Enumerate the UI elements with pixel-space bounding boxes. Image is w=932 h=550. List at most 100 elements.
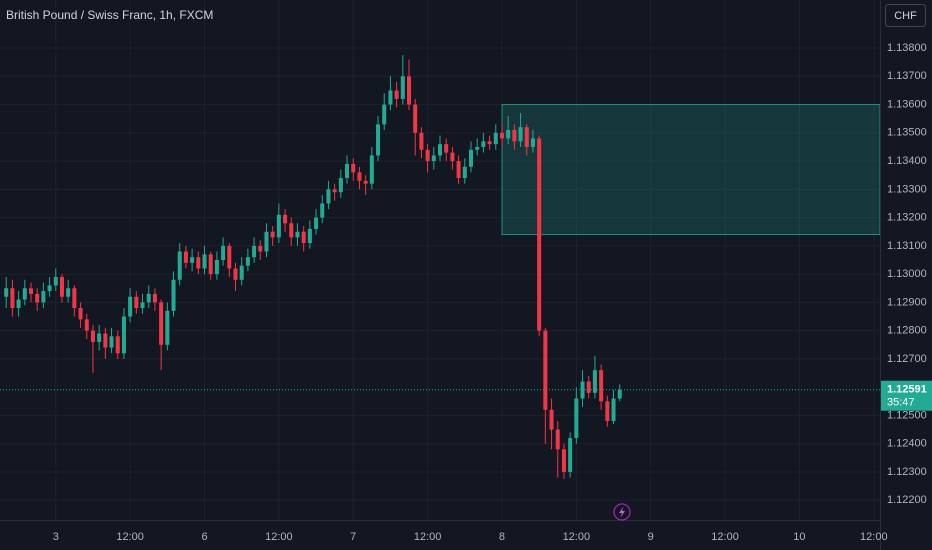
candle-body (506, 130, 511, 139)
candle-body (22, 288, 27, 300)
candle-body (171, 279, 176, 311)
y-tick-label: 1.12700 (887, 353, 927, 365)
candle-body (159, 302, 164, 345)
x-tick-label: 12:00 (711, 531, 739, 543)
x-tick-label: 10 (793, 531, 805, 543)
candle-body (555, 429, 560, 450)
candle-body (518, 127, 523, 142)
candle-body (252, 245, 257, 258)
event-icon[interactable] (613, 503, 631, 521)
x-tick-label: 12:00 (116, 531, 144, 543)
y-tick-label: 1.13000 (887, 268, 927, 280)
candle-body (97, 333, 102, 342)
candle-body (202, 254, 207, 269)
candle-body (165, 310, 170, 345)
candle-body (314, 217, 319, 229)
x-tick-label: 7 (350, 531, 356, 543)
candle-body (425, 149, 430, 162)
candle-body (301, 231, 306, 244)
y-tick-label: 1.12200 (887, 494, 927, 506)
candle-body (53, 276, 58, 286)
candle-body (444, 144, 449, 153)
y-tick-label: 1.13600 (887, 98, 927, 110)
supply-zone (501, 104, 881, 236)
candle-body (78, 308, 83, 320)
x-tick-label: 6 (201, 531, 207, 543)
candle-body (407, 76, 412, 105)
candle-body (419, 132, 424, 150)
candle-body (376, 124, 381, 156)
candle-body (16, 299, 21, 309)
candle-body (41, 291, 46, 303)
candle-body (35, 293, 40, 303)
candle-body (177, 251, 182, 280)
last-price-label: 1.12591 (887, 384, 927, 396)
candle-body (568, 438, 573, 472)
marks (0, 55, 881, 480)
y-tick-label: 1.12500 (887, 409, 927, 421)
candle-body (115, 336, 120, 354)
chart-title: British Pound / Swiss Franc, 1h, FXCM (6, 8, 213, 22)
candle-body (530, 138, 535, 147)
x-tick-label: 12:00 (265, 531, 293, 543)
candle-body (499, 132, 504, 139)
candle-body (196, 257, 201, 269)
candle-body (462, 166, 467, 179)
candle-body (103, 333, 108, 348)
candle-body (561, 449, 566, 472)
x-tick-label: 12:00 (563, 531, 591, 543)
candle-body (357, 172, 362, 181)
y-tick-label: 1.13100 (887, 240, 927, 252)
candle-body (283, 214, 288, 224)
candle-body (617, 389, 622, 399)
candle-body (245, 257, 250, 266)
candle-body (394, 90, 399, 99)
y-tick-label: 1.13300 (887, 183, 927, 195)
x-tick-label: 9 (648, 531, 654, 543)
candle-body (47, 285, 52, 292)
candle-body (227, 245, 232, 269)
candle-body (10, 288, 15, 309)
candle-body (72, 288, 77, 309)
candle-body (586, 381, 591, 393)
candle-body (90, 330, 95, 342)
currency-button[interactable] (885, 4, 926, 27)
x-tick-label: 8 (499, 531, 505, 543)
candle-body (388, 90, 393, 105)
candle-body (574, 398, 579, 439)
candle-body (345, 163, 350, 179)
candle-body (351, 163, 356, 173)
candle-body (239, 265, 244, 280)
y-tick-label: 1.12300 (887, 466, 927, 478)
candle-body (59, 276, 64, 297)
candle-body (270, 231, 275, 238)
candle-body (549, 409, 554, 430)
candle-body (152, 293, 157, 303)
candle-body (128, 296, 133, 317)
candle-body (592, 370, 597, 393)
candle-body (369, 155, 374, 184)
axes: 1.12200 1.12300 1.12400 1.12500 1.12700 1.128… (53, 42, 932, 543)
y-tick-label: 1.12400 (887, 438, 927, 450)
countdown-label: 35:47 (887, 397, 915, 409)
candle-body (599, 370, 604, 402)
y-tick-label: 1.12800 (887, 325, 927, 337)
candle-body (28, 288, 33, 294)
candle-body (84, 319, 89, 331)
candle-body (431, 155, 436, 162)
last-price-badge (881, 380, 932, 411)
candle-body (4, 288, 9, 297)
candle-body (121, 316, 126, 354)
candle-body (332, 189, 337, 193)
candle-body (413, 104, 418, 133)
candle-body (214, 260, 219, 275)
x-tick-label: 3 (53, 531, 59, 543)
candle-body (146, 293, 151, 303)
candle-body (456, 161, 461, 179)
candle-body (233, 268, 238, 280)
currency-label[interactable]: CHF (894, 10, 917, 22)
candle-body (512, 130, 517, 142)
candle-body (140, 302, 145, 309)
